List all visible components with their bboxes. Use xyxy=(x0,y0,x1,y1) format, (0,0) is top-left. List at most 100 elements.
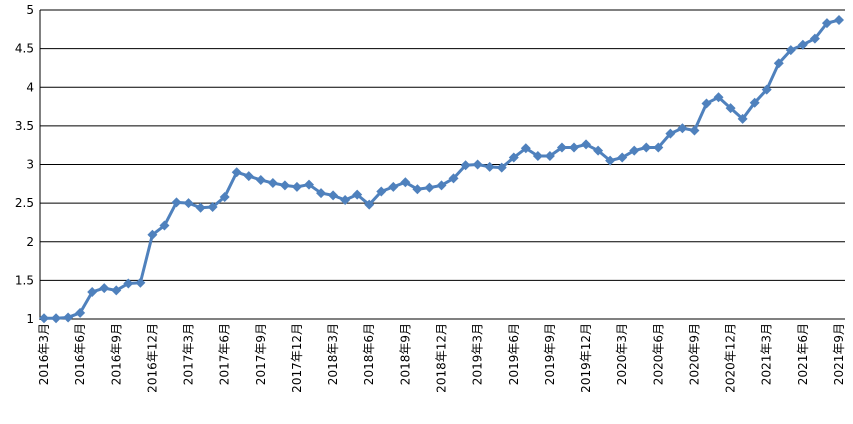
marker xyxy=(569,142,579,153)
marker xyxy=(159,220,170,231)
marker xyxy=(725,103,736,114)
x-tick-label: 2020年12月 xyxy=(724,323,738,393)
marker xyxy=(460,160,471,171)
marker xyxy=(364,199,375,210)
marker xyxy=(484,161,495,172)
marker xyxy=(243,171,254,182)
x-tick-label: 2017年6月 xyxy=(218,323,232,385)
marker xyxy=(123,278,134,289)
x-tick-label: 2020年6月 xyxy=(651,323,665,385)
marker xyxy=(352,189,363,200)
marker xyxy=(255,174,266,185)
marker xyxy=(701,98,712,109)
x-tick-label: 2016年6月 xyxy=(73,323,87,385)
marker xyxy=(51,313,62,324)
marker xyxy=(75,307,86,318)
marker xyxy=(544,151,555,162)
marker xyxy=(665,128,676,139)
marker xyxy=(436,180,447,191)
marker xyxy=(267,178,278,189)
marker xyxy=(520,143,531,154)
marker xyxy=(532,151,543,162)
marker xyxy=(195,202,206,213)
x-tick-label: 2018年6月 xyxy=(362,323,376,385)
x-tick-label: 2016年12月 xyxy=(145,323,159,393)
marker xyxy=(605,155,616,166)
marker xyxy=(412,184,423,195)
marker xyxy=(448,173,459,184)
x-tick-label: 2020年3月 xyxy=(615,323,629,385)
x-tick-label: 2018年12月 xyxy=(435,323,449,393)
x-tick-label: 2021年6月 xyxy=(796,323,810,385)
marker xyxy=(834,15,844,26)
x-tick-label: 2019年6月 xyxy=(507,323,521,385)
marker xyxy=(279,180,290,191)
marker xyxy=(207,201,218,212)
x-tick-label: 2019年3月 xyxy=(471,323,485,385)
marker xyxy=(809,33,820,44)
marker xyxy=(183,198,194,209)
marker xyxy=(617,152,628,163)
marker xyxy=(641,142,652,153)
y-tick-label: 3 xyxy=(26,158,34,172)
marker xyxy=(304,179,314,190)
marker xyxy=(821,18,832,29)
marker xyxy=(63,312,74,323)
marker xyxy=(328,190,339,201)
y-tick-label: 4 xyxy=(26,80,34,94)
x-tick-label: 2017年9月 xyxy=(254,323,268,385)
x-tick-label: 2020年9月 xyxy=(687,323,701,385)
marker xyxy=(556,142,567,153)
x-tick-label: 2017年12月 xyxy=(290,323,304,393)
marker xyxy=(629,145,640,156)
marker xyxy=(231,167,242,178)
marker xyxy=(39,313,49,324)
y-tick-label: 1.5 xyxy=(15,273,34,287)
marker xyxy=(773,58,784,69)
y-tick-label: 1 xyxy=(26,312,34,326)
marker xyxy=(508,152,519,163)
marker xyxy=(424,182,435,193)
marker xyxy=(737,113,748,124)
series-line xyxy=(44,18,840,320)
marker xyxy=(749,97,760,108)
marker xyxy=(785,45,796,56)
y-tick-label: 5 xyxy=(26,3,34,17)
x-tick-label: 2017年3月 xyxy=(182,323,196,385)
marker xyxy=(677,123,688,134)
x-tick-label: 2021年3月 xyxy=(760,323,774,385)
marker xyxy=(99,283,110,294)
marker xyxy=(400,177,411,188)
marker xyxy=(472,159,483,170)
x-tick-label: 2019年12月 xyxy=(579,323,593,393)
y-tick-label: 4.5 xyxy=(15,42,34,56)
marker xyxy=(713,92,724,103)
marker xyxy=(171,197,182,208)
x-tick-label: 2018年3月 xyxy=(326,323,340,385)
marker xyxy=(147,229,158,240)
y-tick-label: 3.5 xyxy=(15,119,34,133)
marker xyxy=(388,181,399,192)
marker xyxy=(581,139,592,150)
marker xyxy=(593,145,604,156)
marker xyxy=(761,84,772,95)
y-tick-label: 2.5 xyxy=(15,196,34,210)
marker xyxy=(689,125,700,136)
y-tick-label: 2 xyxy=(26,235,34,249)
x-tick-label: 2016年3月 xyxy=(37,323,51,385)
marker xyxy=(219,191,230,202)
x-tick-label: 2018年9月 xyxy=(398,323,412,385)
marker xyxy=(111,285,122,296)
marker xyxy=(797,39,808,50)
marker xyxy=(291,181,302,192)
x-tick-label: 2019年9月 xyxy=(543,323,557,385)
marker xyxy=(316,188,327,199)
marker xyxy=(87,286,98,297)
marker xyxy=(376,186,387,197)
x-tick-label: 2016年9月 xyxy=(109,323,123,385)
marker xyxy=(135,277,146,288)
x-tick-label: 2021年9月 xyxy=(832,323,846,385)
marker xyxy=(653,142,664,153)
marker xyxy=(340,195,351,206)
